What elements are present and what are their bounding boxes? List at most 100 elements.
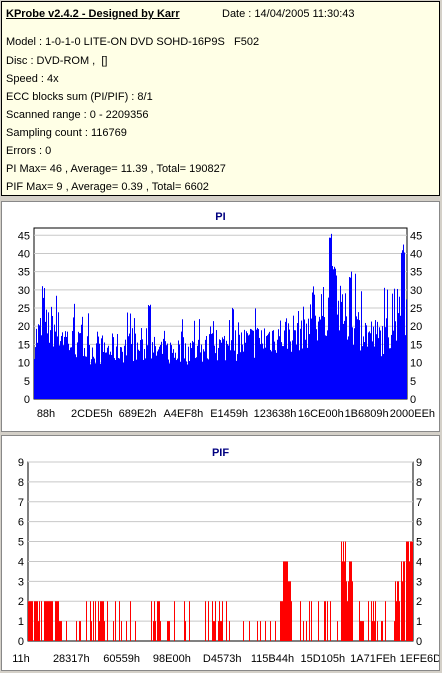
data-bar (382, 326, 383, 399)
y-tick-label-left: 25 (18, 303, 30, 315)
data-bar (210, 326, 211, 399)
data-bar (350, 561, 351, 641)
data-bar (91, 359, 92, 399)
data-bar (100, 363, 101, 399)
data-bar (290, 581, 291, 641)
data-bar (84, 348, 85, 399)
data-bar (106, 352, 107, 399)
data-bar (171, 345, 172, 399)
data-bar (371, 601, 372, 641)
data-bar (292, 340, 293, 399)
pif-chart-panel: PIF 0 0 1 1 2 2 3 3 4 4 5 5 6 6 7 7 8 8 9 9 11h 28317h 60559h 98… (1, 435, 442, 671)
data-bar (127, 312, 128, 399)
data-bar (132, 328, 133, 399)
data-bar (169, 363, 170, 399)
data-bar (235, 330, 236, 399)
data-bar (399, 296, 400, 399)
data-bar (63, 345, 64, 399)
data-bar (183, 337, 184, 399)
data-bar (406, 541, 407, 641)
data-bar (276, 352, 277, 399)
data-bar (208, 601, 209, 641)
data-bar (176, 360, 177, 399)
y-tick-label-left: 40 (18, 248, 30, 260)
data-bar (262, 343, 263, 399)
data-bar (327, 601, 328, 641)
data-bar (170, 342, 171, 399)
data-bar (337, 621, 338, 641)
data-bar (243, 351, 244, 399)
data-bar (399, 601, 400, 641)
x-tick-label: A4EF8h (164, 408, 204, 420)
data-bar (30, 601, 31, 641)
data-bar (139, 350, 140, 399)
y-tick-label-left: 1 (18, 616, 24, 628)
data-bar (331, 233, 332, 399)
data-bar (298, 311, 299, 399)
data-bar (103, 601, 104, 641)
data-bar (45, 321, 46, 399)
data-bar (65, 331, 66, 399)
data-bar (284, 561, 285, 641)
data-bar (344, 320, 345, 399)
data-bar (397, 288, 398, 399)
data-bar (265, 347, 266, 399)
data-bar (361, 621, 362, 641)
data-bar (321, 294, 322, 399)
data-bar (115, 601, 116, 641)
data-bar (159, 601, 160, 641)
data-bar (203, 349, 204, 399)
data-bar (249, 621, 250, 641)
data-bar (116, 346, 117, 399)
data-bar (360, 350, 361, 399)
data-bar (46, 309, 47, 399)
data-bar (166, 345, 167, 399)
y-tick-label-left: 35 (18, 267, 30, 279)
data-bar (101, 601, 102, 641)
chart-title: PIF (212, 447, 229, 459)
x-tick-label: 15D105h (300, 653, 345, 665)
app-title: KProbe v2.4.2 - Designed by Karr (6, 8, 180, 20)
data-bar (412, 541, 413, 641)
data-bar (36, 601, 37, 641)
data-bar (341, 301, 342, 399)
data-bar (32, 601, 33, 641)
data-bar (345, 541, 346, 641)
data-bar (404, 561, 405, 641)
data-bar (269, 331, 270, 399)
data-bar (62, 332, 63, 399)
data-bar (250, 328, 251, 399)
data-bar (284, 330, 285, 399)
y-tick-label-right: 15 (410, 339, 422, 351)
data-bar (56, 295, 57, 399)
data-bar (395, 321, 396, 399)
y-tick-label-right: 0 (410, 394, 416, 406)
data-bar (44, 288, 45, 399)
data-bar (55, 331, 56, 399)
data-bar (220, 621, 221, 641)
data-bar (393, 330, 394, 399)
data-bar (148, 304, 149, 399)
data-bar (282, 601, 283, 641)
data-bar (316, 329, 317, 399)
data-bar (389, 348, 390, 399)
data-bar (283, 346, 284, 399)
data-bar (99, 343, 100, 399)
data-bar (41, 335, 42, 399)
data-bar (240, 352, 241, 399)
data-bar (98, 336, 99, 399)
data-bar (363, 621, 364, 641)
sampling-line: Sampling count : 116769 (6, 127, 127, 139)
data-bar (327, 330, 328, 399)
data-bar (348, 336, 349, 399)
data-bar (160, 345, 161, 399)
data-bar (95, 363, 96, 399)
data-bar (214, 621, 215, 641)
x-tick-label: 1A71FEh (350, 653, 396, 665)
data-bar (205, 601, 206, 641)
data-bar (105, 352, 106, 399)
y-tick-label-right: 0 (416, 636, 422, 648)
data-bar (236, 360, 237, 399)
data-bar (157, 351, 158, 399)
data-bar (64, 336, 65, 399)
